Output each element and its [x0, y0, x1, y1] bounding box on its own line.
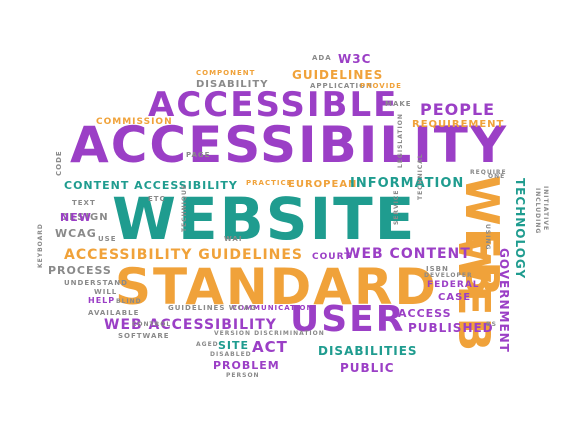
word-published: PUBLISHED	[408, 321, 494, 335]
word-wai: WAI	[224, 235, 243, 243]
word-guidelines-top: GUIDELINES	[292, 68, 384, 82]
word-federal: FEDERAL	[427, 280, 480, 290]
word-use: USE	[98, 235, 117, 243]
word-accessibility-guidelines: ACCESSIBILITY GUIDELINES	[64, 247, 304, 263]
word-understand: UNDERSTAND	[64, 279, 128, 287]
word-etc: ETC	[148, 195, 166, 203]
word-developer: DEVELOPER	[424, 272, 473, 279]
word-disability: DISABILITY	[196, 79, 269, 90]
word-blind: BLIND	[116, 298, 142, 305]
word-keyboard: KEYBOARD	[37, 223, 44, 268]
word-application: APPLICATION	[310, 82, 373, 90]
word-commission: COMMISSION	[96, 117, 173, 127]
word-accessible: ACCESSIBLE	[148, 85, 399, 125]
word-court: COURT	[312, 252, 352, 262]
word-require: REQUIRE	[470, 169, 507, 176]
word-user: USER	[290, 299, 406, 340]
word-isbn: ISBN	[426, 265, 449, 273]
word-w3c: W3C	[338, 52, 372, 66]
word-control: CONTROL	[132, 321, 172, 328]
word-new: NEW	[60, 211, 92, 224]
word-information: INFORMATION	[350, 176, 465, 191]
word-service: SERVICE	[393, 189, 400, 225]
word-access: ACCESS	[398, 307, 452, 320]
word-web-accessibility: WEB ACCESSIBILITY	[104, 317, 277, 333]
word-standard: STANDARD	[115, 258, 438, 316]
word-software: SOFTWARE	[118, 332, 170, 340]
word-disabilities: DISABILITIES	[318, 344, 418, 358]
word-code: CODE	[55, 150, 63, 176]
word-practice: PRACTICE	[246, 179, 293, 187]
word-bs: BS	[486, 321, 497, 328]
word-page: PAGE	[186, 151, 211, 159]
word-component: COMPONENT	[196, 69, 256, 77]
word-text: TEXT	[72, 199, 96, 207]
word-requirement: REQUIREMENT	[412, 119, 505, 130]
word-initiative: INITIATIVE	[542, 186, 549, 232]
word-people: PEOPLE	[420, 100, 496, 119]
word-technical: TECHNICAL	[417, 153, 424, 200]
word-help: HELP	[88, 296, 116, 305]
word-make: MAKE	[385, 100, 412, 108]
word-public: PUBLIC	[340, 361, 395, 375]
word-website: WEBSITE	[112, 185, 417, 253]
word-accessibility: ACCESSIBILITY	[70, 116, 509, 174]
word-act: ACT	[252, 338, 288, 356]
word-problem: PROBLEM	[213, 359, 280, 372]
word-one: ONE	[488, 173, 506, 180]
word-aged: AGED	[196, 341, 219, 348]
word-technology: TECHNOLOGY	[513, 178, 527, 280]
word-available: AVAILABLE	[88, 309, 140, 317]
word-process: PROCESS	[48, 264, 112, 277]
word-person: PERSON	[226, 372, 260, 379]
word-version-discrimination: VERSION DISCRIMINATION	[214, 330, 325, 337]
word-site: SITE	[218, 339, 250, 352]
word-technique: TECHNIQUE	[181, 184, 188, 232]
word-content-accessibility: CONTENT ACCESSIBILITY	[64, 179, 238, 192]
word-including: INCLUDING	[534, 188, 541, 235]
word-legislation: LEGISLATION	[397, 113, 404, 168]
word-european: EUROPEAN	[288, 179, 358, 190]
word-provide: PROVIDE	[360, 82, 402, 90]
word-ada: ADA	[312, 54, 332, 62]
word-government: GOVERNMENT	[497, 248, 511, 353]
word-disabled: DISABLED	[210, 351, 252, 358]
word-guidelines-wcag: GUIDELINES WCAG	[168, 304, 257, 312]
word-design: DESIGN	[60, 212, 109, 223]
word-communication: COMMUNICATION	[232, 304, 314, 312]
word-will: WILL	[94, 288, 118, 296]
word-case: CASE	[438, 292, 472, 303]
word-wcag: WCAG	[55, 227, 97, 240]
word-web-content: WEB CONTENT	[345, 246, 471, 262]
word-using: USING	[484, 224, 491, 251]
